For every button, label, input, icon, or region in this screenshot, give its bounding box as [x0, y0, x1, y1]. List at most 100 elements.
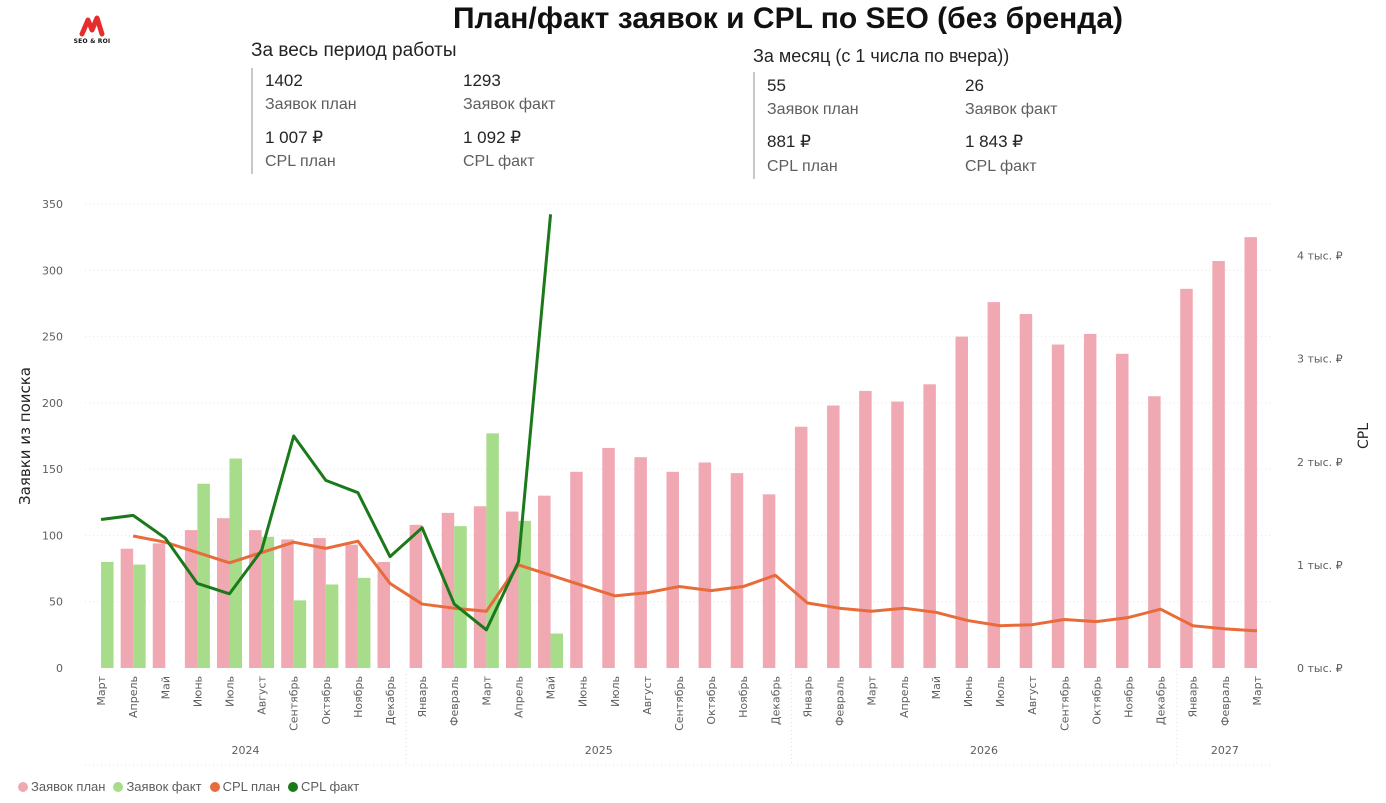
- x-tick-label: Август: [1026, 675, 1039, 714]
- x-tick-label: Август: [256, 675, 269, 714]
- x-tick-label: Ноябрь: [1123, 676, 1136, 718]
- bar-plan: [538, 495, 551, 668]
- kpi-month-leads-plan-label: Заявок план: [767, 101, 859, 118]
- bar-plan: [602, 447, 615, 668]
- x-tick-label: Февраль: [1219, 676, 1232, 726]
- bar-plan: [1180, 288, 1193, 668]
- legend-label: CPL факт: [301, 779, 360, 794]
- x-tick-label: Декабрь: [384, 676, 397, 725]
- bar-fact: [518, 520, 531, 668]
- page-title: План/факт заявок и CPL по SEO (без бренд…: [452, 2, 1124, 35]
- axes: 0 50 100 150 200 250 300 350 0 тыс. ₽ 1 тыс. ₽ 2 т…: [42, 198, 1343, 766]
- chart-legend: Заявок план Заявок факт CPL план CPL факт: [18, 779, 367, 794]
- bar-plan: [1244, 237, 1257, 668]
- bar-plan: [570, 471, 583, 668]
- x-tick-label: Июнь: [962, 676, 975, 707]
- kpi-total-cpl-fact-value: 1 092 ₽: [463, 128, 522, 147]
- legend-item: Заявок факт: [113, 779, 202, 794]
- legend-marker: [113, 781, 124, 792]
- line-cpl-fact: [100, 214, 553, 632]
- bars: [101, 237, 1257, 668]
- bar-plan: [377, 561, 391, 668]
- y2-tick-label: 4 тыс. ₽: [1297, 250, 1343, 263]
- bar-plan: [730, 473, 744, 668]
- bar-fact: [486, 433, 499, 668]
- x-tick-label: Апрель: [127, 676, 140, 718]
- x-tick-label: Январь: [1187, 676, 1200, 718]
- y-tick-label: 50: [49, 596, 63, 609]
- legend-item: CPL факт: [288, 779, 359, 794]
- x-tick-label: Апрель: [512, 676, 525, 718]
- kpi-total-divider: [251, 68, 253, 174]
- legend-label: Заявок факт: [126, 779, 202, 794]
- y2-tick-label: 1 тыс. ₽: [1297, 559, 1343, 572]
- bar-plan: [1051, 344, 1065, 668]
- x-tick-label: Февраль: [834, 676, 847, 726]
- kpi-total-cpl-plan-value: 1 007 ₽: [265, 128, 324, 147]
- y-tick-label: 300: [42, 264, 63, 277]
- bar-plan: [859, 390, 872, 668]
- bar-plan: [891, 401, 904, 668]
- year-label: 2025: [585, 744, 613, 757]
- bar-plan: [923, 384, 936, 668]
- x-tick-label: Июнь: [577, 676, 590, 707]
- bar-plan: [120, 548, 134, 668]
- bar-plan: [1019, 314, 1033, 668]
- x-tick-label: Март: [1251, 675, 1264, 705]
- kpi-month-cpl-plan-label: CPL план: [767, 158, 838, 175]
- x-tick-label: Ноябрь: [352, 676, 365, 718]
- kpi-total-cpl-plan-label: CPL план: [265, 153, 336, 170]
- x-tick-label: Апрель: [898, 676, 911, 718]
- kpi-total-leads-fact-value: 1293: [463, 71, 501, 90]
- x-tick-label: Май: [545, 676, 558, 699]
- bar-plan: [987, 302, 1001, 668]
- line-cpl-plan: [132, 534, 1258, 633]
- kpi-total-leads-plan-label: Заявок план: [265, 96, 357, 113]
- x-tick-label: Декабрь: [1155, 676, 1168, 725]
- bar-plan: [794, 426, 808, 668]
- kpi-total-cpl-fact-label: CPL факт: [463, 153, 535, 170]
- bar-plan: [1212, 261, 1225, 668]
- x-tick-label: Июль: [609, 676, 622, 707]
- x-tick-label: Декабрь: [769, 676, 782, 725]
- bar-plan: [409, 524, 423, 668]
- y2-axis-label: CPL: [1356, 423, 1372, 449]
- bar-fact: [550, 633, 564, 668]
- x-tick-label: Июль: [994, 676, 1007, 707]
- y-tick-label: 150: [42, 463, 63, 476]
- bar-plan: [505, 511, 519, 668]
- year-label: 2026: [970, 744, 998, 757]
- bar-plan: [666, 471, 679, 668]
- bar-plan: [955, 336, 968, 668]
- bar-fact: [197, 483, 210, 668]
- bar-fact: [101, 561, 114, 668]
- bar-fact: [293, 600, 307, 668]
- x-tick-label: Март: [95, 675, 108, 705]
- x-tick-label: Октябрь: [705, 676, 718, 725]
- x-tick-label: Октябрь: [1090, 676, 1103, 725]
- bar-plan: [698, 462, 712, 668]
- bar-fact: [229, 458, 242, 668]
- bar-plan: [184, 530, 198, 668]
- legend-marker: [209, 781, 220, 792]
- bar-plan: [634, 457, 647, 668]
- x-tick-label: Май: [930, 676, 943, 699]
- legend-label: Заявок план: [31, 779, 106, 794]
- x-tick-label: Февраль: [448, 676, 461, 726]
- y2-tick-label: 3 тыс. ₽: [1297, 353, 1343, 366]
- kpi-month-leads-plan-value: 55: [767, 76, 786, 95]
- lines: [100, 214, 1258, 633]
- x-tick-label: Сентябрь: [673, 676, 686, 731]
- kpi-month-heading: За месяц (с 1 числа по вчера)): [753, 46, 1010, 66]
- kpi-month-divider: [753, 72, 755, 179]
- bar-plan: [473, 506, 487, 668]
- year-label: 2027: [1211, 744, 1239, 757]
- kpi-total-leads-plan-value: 1402: [265, 71, 303, 90]
- x-tick-label: Май: [159, 676, 172, 699]
- bar-plan: [827, 405, 840, 668]
- kpi-month-cpl-plan-value: 881 ₽: [767, 132, 811, 151]
- y2-tick-label: 2 тыс. ₽: [1297, 456, 1343, 469]
- legend-marker: [18, 781, 28, 792]
- bar-fact: [261, 536, 275, 668]
